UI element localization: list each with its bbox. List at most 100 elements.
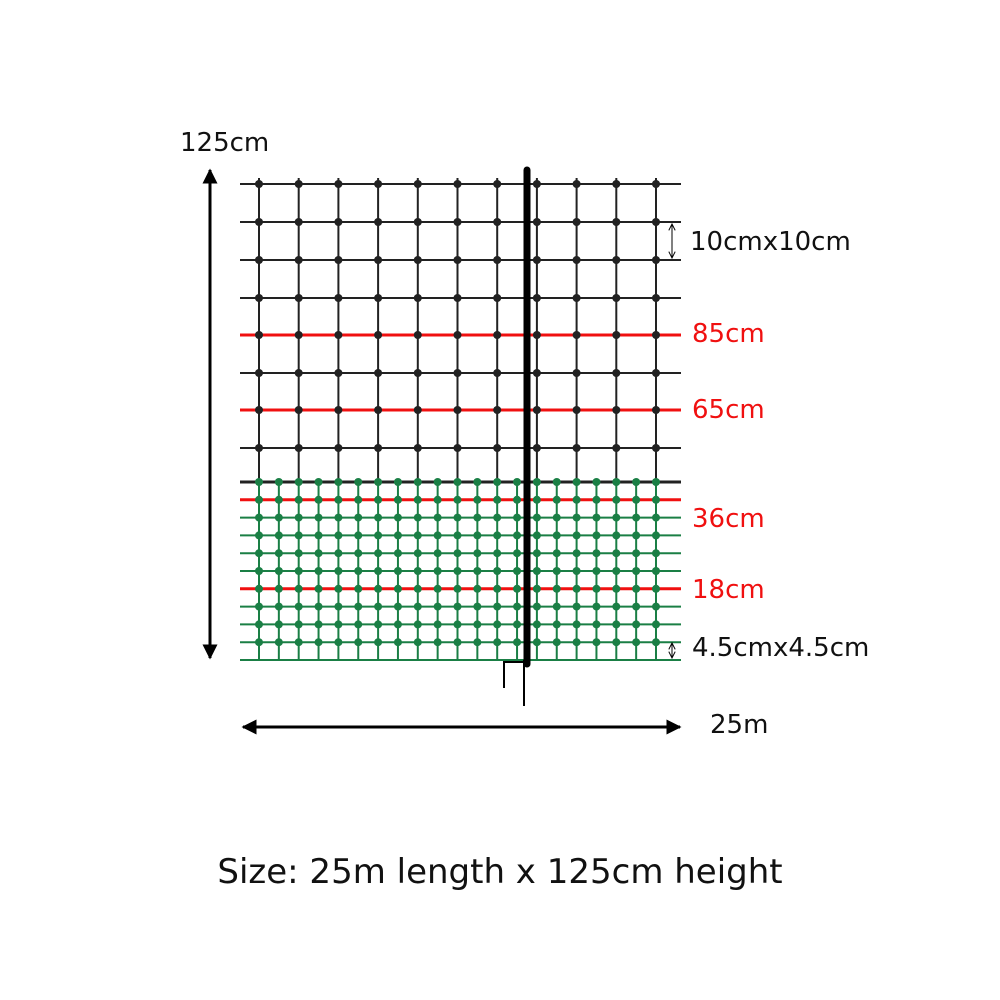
- upper-knot: [652, 294, 660, 302]
- lower-knot: [532, 620, 541, 629]
- upper-knot: [334, 294, 343, 302]
- upper-knot: [652, 218, 660, 226]
- upper-knot: [532, 331, 541, 339]
- lower-knot: [453, 567, 462, 575]
- lower-knot: [255, 531, 263, 540]
- upper-knot: [652, 331, 660, 339]
- wire-85cm-label: 85cm: [692, 319, 765, 349]
- lower-knot: [572, 531, 581, 540]
- lower-knot: [572, 584, 581, 593]
- upper-knot: [453, 444, 462, 452]
- upper-knot: [255, 369, 263, 377]
- lower-knot: [612, 478, 621, 486]
- lower-knot: [592, 549, 601, 558]
- lower-knot: [572, 513, 581, 522]
- lower-knot: [294, 602, 303, 611]
- lower-knot: [413, 495, 422, 504]
- upper-knot: [374, 256, 383, 264]
- upper-knot: [493, 444, 502, 452]
- upper-knot: [374, 218, 383, 226]
- upper-knot: [652, 180, 660, 188]
- lower-knot: [493, 531, 502, 540]
- lower-knot: [572, 495, 581, 504]
- lower-knot: [413, 531, 422, 540]
- lower-knot: [532, 478, 541, 486]
- upper-knot: [294, 180, 303, 188]
- lower-knot: [334, 584, 343, 593]
- lower-knot: [592, 620, 601, 629]
- lower-knot: [374, 638, 383, 647]
- upper-knot: [572, 444, 581, 452]
- upper-knot: [294, 256, 303, 264]
- lower-knot: [552, 584, 561, 593]
- lower-knot: [493, 549, 502, 558]
- lower-knot: [592, 478, 601, 486]
- lower-knot: [532, 495, 541, 504]
- lower-knot: [413, 567, 422, 575]
- upper-knot: [493, 331, 502, 339]
- lower-knot: [294, 531, 303, 540]
- lower-knot: [433, 602, 442, 611]
- upper-knot: [532, 369, 541, 377]
- upper-knot: [532, 218, 541, 226]
- lower-knot: [592, 638, 601, 647]
- upper-knot: [294, 369, 303, 377]
- lower-knot: [274, 584, 283, 593]
- upper-knot: [453, 331, 462, 339]
- lower-knot: [513, 567, 522, 575]
- lower-knot: [632, 584, 641, 593]
- lower-knot: [453, 495, 462, 504]
- lower-knot: [652, 531, 660, 540]
- upper-knot: [493, 369, 502, 377]
- upper-knot: [572, 406, 581, 414]
- lower-knot: [552, 602, 561, 611]
- lower-knot: [413, 513, 422, 522]
- lower-knot: [632, 602, 641, 611]
- lower-knot: [314, 584, 323, 593]
- upper-knot: [413, 444, 422, 452]
- upper-knot: [413, 256, 422, 264]
- lower-knot: [433, 478, 442, 486]
- lower-knot: [532, 638, 541, 647]
- lower-knot: [632, 478, 641, 486]
- lower-knot: [294, 495, 303, 504]
- lower-knot: [294, 620, 303, 629]
- lower-knot: [473, 602, 482, 611]
- upper-knot: [532, 256, 541, 264]
- lower-knot: [652, 495, 660, 504]
- upper-knot: [612, 369, 621, 377]
- lower-knot: [532, 513, 541, 522]
- upper-knot: [374, 180, 383, 188]
- lower-knot: [592, 567, 601, 575]
- wire-18cm-label: 18cm: [692, 575, 765, 605]
- lower-knot: [453, 638, 462, 647]
- lower-knot: [294, 478, 303, 486]
- lower-knot: [473, 584, 482, 593]
- upper-knot: [572, 180, 581, 188]
- lower-knot: [374, 513, 383, 522]
- lower-knot: [632, 549, 641, 558]
- lower-knot: [334, 567, 343, 575]
- lower-knot: [393, 478, 402, 486]
- lower-knot: [374, 620, 383, 629]
- lower-knot: [393, 495, 402, 504]
- lower-knot: [274, 513, 283, 522]
- upper-knot: [652, 444, 660, 452]
- upper-knot: [255, 294, 263, 302]
- lower-knot: [652, 513, 660, 522]
- lower-knot: [374, 584, 383, 593]
- lower-knot: [552, 495, 561, 504]
- lower-knot: [255, 495, 263, 504]
- lower-knot: [334, 549, 343, 558]
- upper-knot: [374, 294, 383, 302]
- lower-knot: [493, 620, 502, 629]
- lower-knot: [354, 478, 363, 486]
- lower-knot: [632, 513, 641, 522]
- upper-knot: [334, 180, 343, 188]
- lower-knot: [632, 567, 641, 575]
- lower-knot: [274, 602, 283, 611]
- lower-knot: [552, 638, 561, 647]
- lower-knot: [473, 620, 482, 629]
- lower-knot: [652, 620, 660, 629]
